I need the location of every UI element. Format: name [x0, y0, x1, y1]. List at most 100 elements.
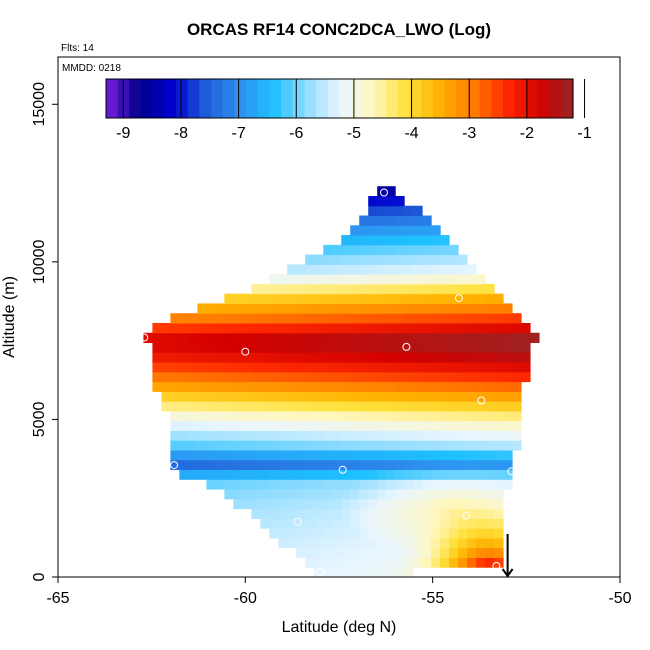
heatmap-cell — [377, 186, 387, 197]
heatmap-cell — [386, 215, 396, 226]
heatmap-cell — [440, 274, 450, 285]
heatmap-cell — [188, 332, 198, 344]
heatmap-cell — [287, 459, 297, 471]
heatmap-cell — [305, 489, 315, 500]
heatmap-cell — [467, 381, 477, 392]
heatmap-cell — [494, 459, 504, 471]
heatmap-cell — [260, 293, 270, 304]
heatmap-cell — [431, 322, 441, 334]
heatmap-cell — [467, 293, 477, 304]
heatmap-cell — [314, 322, 324, 334]
heatmap-cell — [494, 508, 504, 519]
heatmap-cell — [260, 469, 270, 480]
heatmap-cell — [377, 215, 387, 226]
heatmap-cell — [341, 459, 351, 471]
heatmap-cell — [305, 469, 315, 480]
heatmap-cell — [305, 332, 315, 344]
heatmap-cell — [485, 322, 495, 334]
heatmap-cell — [449, 449, 459, 461]
heatmap-cell — [305, 410, 315, 422]
heatmap-cell — [350, 235, 360, 246]
heatmap-cell — [341, 391, 351, 402]
heatmap-cell — [359, 449, 369, 461]
colorbar-strip — [292, 79, 306, 118]
heatmap-cell — [233, 479, 243, 490]
sample-point — [140, 333, 149, 342]
heatmap-cell — [449, 508, 459, 519]
heatmap-cell — [314, 469, 324, 480]
heatmap-cell — [359, 293, 369, 304]
heatmap-cell — [332, 567, 342, 577]
heatmap-cell — [431, 537, 441, 549]
heatmap-cell — [386, 244, 396, 256]
heatmap-cell — [386, 469, 396, 480]
heatmap-cell — [431, 459, 441, 471]
heatmap-cell — [278, 508, 288, 519]
heatmap-cell — [341, 303, 351, 314]
heatmap-cell — [278, 430, 288, 441]
heatmap-cell — [467, 332, 477, 344]
heatmap-cell — [404, 293, 414, 304]
heatmap-cell — [395, 420, 405, 431]
heatmap-cell — [350, 489, 360, 500]
heatmap-cell — [332, 547, 342, 558]
heatmap-cell — [386, 449, 396, 461]
heatmap-cell — [458, 547, 468, 558]
heatmap-cell — [395, 547, 405, 558]
heatmap-cell — [296, 459, 306, 471]
heatmap-cell — [278, 449, 288, 461]
heatmap-cell — [395, 352, 405, 363]
heatmap-cell — [395, 567, 405, 577]
heatmap-cell — [485, 410, 495, 422]
heatmap-cell — [512, 352, 522, 363]
heatmap-cell — [251, 469, 261, 480]
heatmap-cell — [323, 322, 333, 334]
heatmap-cell — [296, 449, 306, 461]
heatmap-cell — [350, 322, 360, 334]
heatmap-cell — [341, 489, 351, 500]
heatmap-cell — [215, 391, 225, 402]
heatmap-cell — [287, 420, 297, 431]
heatmap-cell — [395, 195, 405, 207]
heatmap-cell — [215, 313, 225, 324]
heatmap-cell — [413, 537, 423, 549]
heatmap-cell — [242, 352, 252, 363]
heatmap-cell — [476, 537, 486, 549]
heatmap-cell — [341, 235, 351, 246]
heatmap-cell — [251, 498, 261, 510]
heatmap-cell — [350, 469, 360, 480]
heatmap-cell — [296, 440, 306, 451]
heatmap-cell — [377, 498, 387, 510]
heatmap-cell — [449, 557, 459, 568]
colorbar-strip — [491, 79, 504, 118]
heatmap-cell — [359, 489, 369, 500]
heatmap-cell — [503, 391, 513, 402]
heatmap-cell — [341, 264, 351, 275]
heatmap-cell — [503, 410, 513, 422]
heatmap-cell — [233, 371, 243, 383]
heatmap-cell — [512, 313, 522, 324]
heatmap-cell — [431, 264, 441, 275]
y-tick-label: 15000 — [31, 82, 48, 127]
heatmap-cell — [431, 225, 441, 236]
heatmap-cell — [305, 459, 315, 471]
heatmap-cell — [278, 303, 288, 314]
heatmap-cell — [422, 332, 432, 344]
heatmap-cell — [485, 537, 495, 549]
heatmap-cell — [422, 342, 432, 353]
heatmap-cell — [170, 362, 180, 373]
heatmap-cell — [503, 420, 513, 431]
heatmap-cell — [440, 528, 450, 539]
heatmap-cell — [458, 342, 468, 353]
heatmap-cell — [314, 440, 324, 451]
heatmap-cell — [494, 313, 504, 324]
heatmap-cell — [494, 420, 504, 431]
heatmap-cell — [332, 371, 342, 383]
heatmap-cell — [197, 342, 207, 353]
heatmap-cell — [449, 547, 459, 558]
heatmap-cell — [458, 303, 468, 314]
heatmap-cell — [368, 244, 378, 256]
heatmap-cell — [368, 430, 378, 441]
heatmap-cell — [350, 567, 360, 577]
heatmap-cell — [242, 401, 252, 412]
